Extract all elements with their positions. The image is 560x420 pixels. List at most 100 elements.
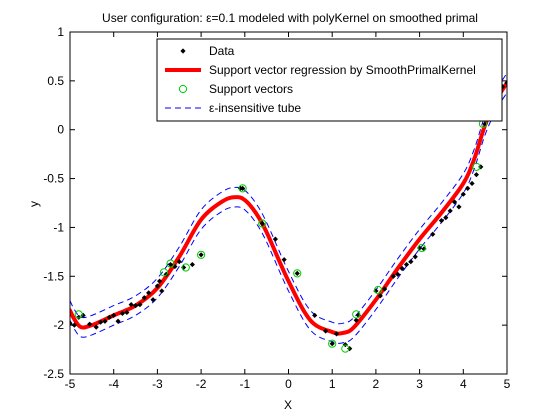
x-tick-label: 3 bbox=[416, 377, 423, 391]
data-point bbox=[150, 297, 156, 303]
data-point bbox=[469, 180, 475, 187]
data-point bbox=[353, 317, 359, 323]
legend-label: Support vector regression by SmoothPrima… bbox=[209, 63, 476, 77]
data-point bbox=[478, 164, 484, 170]
data-point bbox=[382, 286, 388, 292]
data-point bbox=[156, 278, 163, 284]
x-axis: -5 -4 -3 -2 -1 0 1 2 3 4 5 bbox=[65, 32, 511, 391]
series-layer bbox=[70, 72, 507, 353]
tube-upper-line bbox=[70, 72, 507, 325]
legend-marker-support-vectors bbox=[178, 84, 188, 94]
data-point bbox=[154, 283, 160, 289]
data-point bbox=[294, 270, 300, 276]
data-point bbox=[329, 341, 335, 347]
data-point bbox=[80, 312, 86, 318]
data-point bbox=[403, 261, 410, 268]
data-point bbox=[115, 318, 121, 324]
support-vector-marker bbox=[258, 219, 267, 228]
data-point bbox=[399, 265, 405, 272]
y-tick-label: 0.5 bbox=[47, 74, 64, 88]
data-point bbox=[119, 310, 126, 317]
support-vector-marker bbox=[159, 268, 169, 277]
data-point bbox=[167, 261, 174, 268]
data-point bbox=[76, 314, 82, 320]
data-point bbox=[390, 273, 396, 279]
legend-box bbox=[156, 38, 503, 122]
data-point bbox=[93, 324, 99, 330]
data-point bbox=[312, 312, 318, 318]
data-point bbox=[128, 302, 134, 308]
y-axis-label: y bbox=[27, 201, 41, 207]
data-point bbox=[102, 318, 108, 324]
x-tick-label: 2 bbox=[373, 377, 380, 391]
y-tick-label: -0.5 bbox=[43, 172, 64, 186]
data-point bbox=[141, 295, 147, 301]
data-point bbox=[124, 309, 130, 316]
data-point bbox=[323, 328, 329, 334]
support-vector-marker bbox=[238, 184, 247, 193]
x-tick-label: -3 bbox=[152, 377, 163, 391]
support-vector-marker bbox=[341, 344, 350, 353]
y-tick-label: 0 bbox=[57, 123, 64, 137]
data-point bbox=[408, 259, 414, 265]
data-point bbox=[111, 312, 117, 318]
y-tick-label: -1 bbox=[53, 220, 64, 234]
x-tick-label: 4 bbox=[460, 377, 467, 391]
data-point bbox=[460, 191, 466, 197]
x-tick-label: 0 bbox=[285, 377, 292, 391]
data-point bbox=[137, 302, 143, 308]
legend-marker-data bbox=[180, 48, 186, 54]
legend-label: ε-insensitive tube bbox=[209, 101, 301, 115]
data-point bbox=[132, 303, 139, 309]
data-point bbox=[412, 254, 418, 260]
x-tick-label: -4 bbox=[108, 377, 119, 391]
data-point bbox=[70, 320, 73, 326]
data-point bbox=[395, 271, 401, 277]
tube-lower-line bbox=[70, 92, 507, 344]
data-point bbox=[447, 208, 453, 214]
data-point bbox=[106, 314, 112, 320]
support-vector-marker bbox=[352, 310, 361, 319]
y-axis: -2.5 -2 -1.5 -1 -0.5 0 0.5 1 bbox=[43, 25, 507, 381]
support-vector-marker bbox=[197, 250, 206, 259]
data-point bbox=[97, 319, 104, 325]
x-tick-label: 5 bbox=[504, 377, 511, 391]
data-point bbox=[473, 172, 480, 178]
support-vector-marker bbox=[373, 285, 383, 295]
data-point bbox=[438, 217, 445, 224]
x-axis-label: X bbox=[284, 398, 292, 412]
x-tick-label: -5 bbox=[65, 377, 76, 391]
data-point bbox=[421, 246, 427, 252]
regression-line bbox=[70, 80, 507, 336]
data-point bbox=[417, 245, 423, 251]
chart-title: User configuration: ε=0.1 modeled with p… bbox=[102, 11, 478, 25]
x-tick-label: -2 bbox=[196, 377, 207, 391]
x-tick-label: -1 bbox=[239, 377, 250, 391]
data-point bbox=[176, 259, 182, 265]
data-point bbox=[146, 290, 152, 296]
data-point bbox=[451, 199, 458, 205]
legend-label: Data bbox=[209, 44, 235, 58]
data-point bbox=[465, 185, 471, 191]
y-tick-label: -1.5 bbox=[43, 269, 64, 283]
support-vector-marker bbox=[74, 310, 83, 319]
y-tick-label: -2 bbox=[53, 318, 64, 332]
data-point bbox=[87, 321, 93, 327]
support-vector-marker bbox=[293, 269, 302, 278]
support-vector-marker bbox=[472, 162, 481, 171]
data-point bbox=[189, 261, 195, 268]
support-vector-marker bbox=[181, 263, 190, 272]
data-point bbox=[272, 236, 278, 242]
legend-label: Support vectors bbox=[209, 82, 293, 96]
x-tick-label: 1 bbox=[329, 377, 336, 391]
data-point bbox=[333, 331, 340, 337]
data-point bbox=[504, 80, 507, 86]
support-vector-marker bbox=[166, 259, 175, 268]
data-point bbox=[281, 257, 287, 263]
support-vector-marker bbox=[328, 339, 337, 348]
data-point bbox=[443, 215, 449, 221]
data-point bbox=[482, 121, 488, 127]
data-point bbox=[181, 264, 187, 271]
support-vector-marker bbox=[417, 243, 426, 253]
